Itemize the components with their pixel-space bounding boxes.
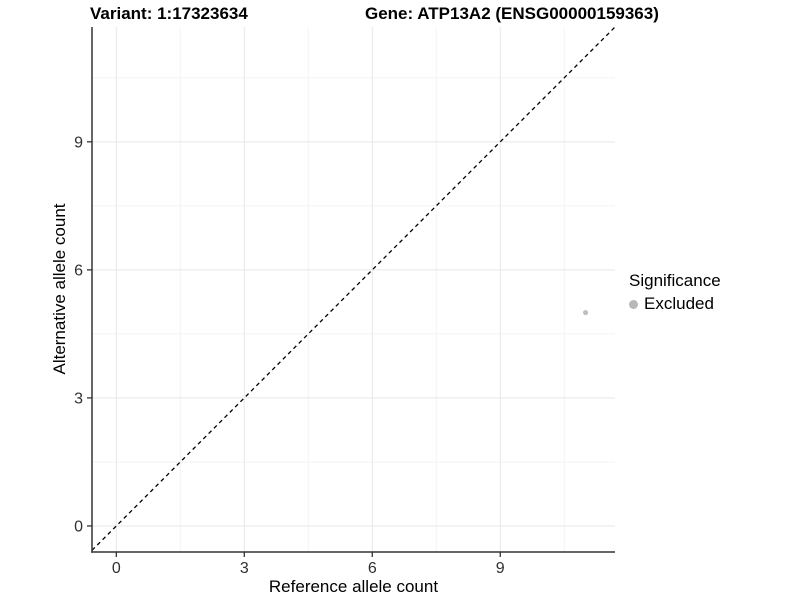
y-axis-title: Alternative allele count bbox=[50, 203, 69, 375]
legend-point-icon bbox=[629, 299, 638, 309]
y-tick-label: 3 bbox=[74, 390, 83, 407]
data-point bbox=[582, 309, 589, 316]
x-tick-label: 6 bbox=[368, 560, 377, 577]
identity-dashed-line bbox=[91, 26, 616, 551]
y-tick-label: 6 bbox=[74, 262, 83, 279]
plot-title-variant: Variant: 1:17323634 bbox=[90, 4, 248, 23]
x-tick-label: 9 bbox=[496, 560, 505, 577]
y-tick-label: 9 bbox=[74, 134, 83, 151]
x-tick-label: 0 bbox=[112, 560, 121, 577]
legend: Significance Excluded bbox=[629, 271, 721, 314]
y-tick-label: 0 bbox=[74, 518, 83, 535]
legend-entry-label: Excluded bbox=[644, 294, 714, 313]
x-tick-label: 3 bbox=[240, 560, 249, 577]
x-axis-title: Reference allele count bbox=[268, 577, 439, 596]
plot-title-gene: Gene: ATP13A2 (ENSG00000159363) bbox=[365, 4, 659, 23]
legend-title: Significance bbox=[629, 271, 721, 290]
legend-entry-excluded: Excluded bbox=[629, 294, 721, 314]
